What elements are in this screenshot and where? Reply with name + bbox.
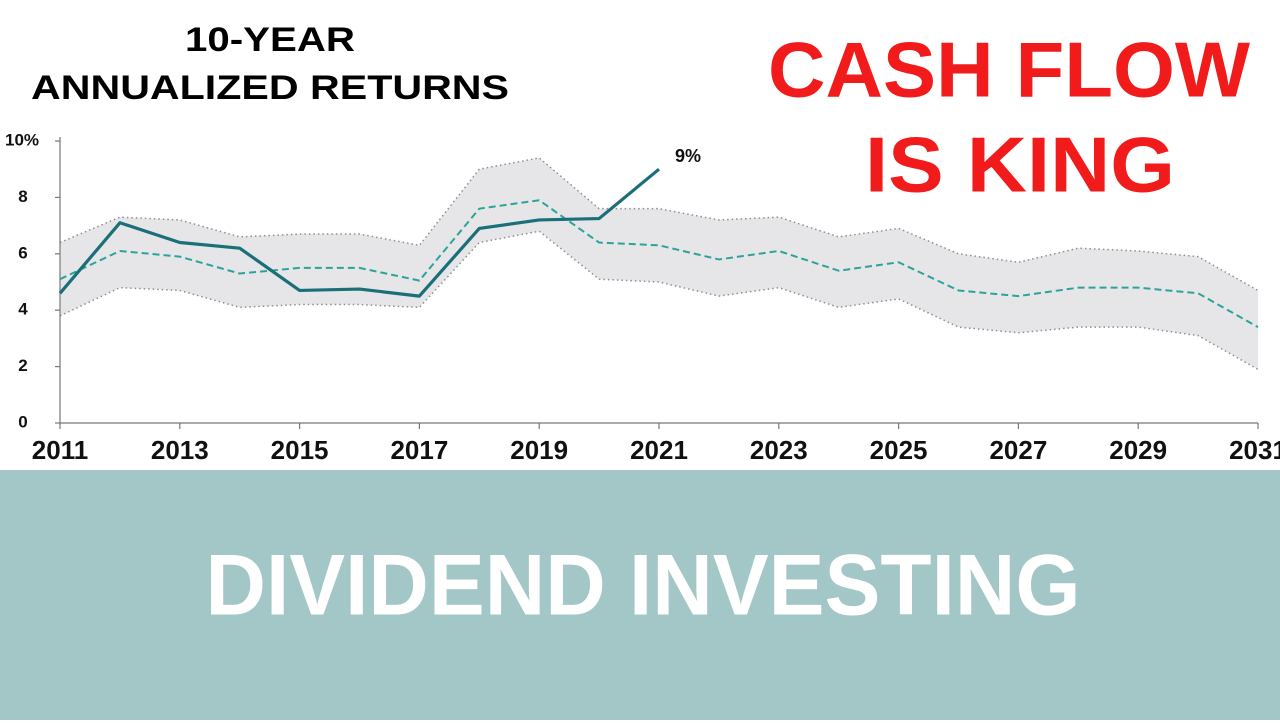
banner-background xyxy=(0,470,1280,720)
series-line xyxy=(59,199,1259,328)
x-tick-label: 2031 xyxy=(1229,435,1280,465)
y-tick-label: 0 xyxy=(18,412,27,431)
band-edge xyxy=(59,230,1259,371)
y-tick-label: 6 xyxy=(18,243,27,262)
chart: 0 2 4 6 8 10% 2011 2013 2015 2017 2019 2021 2023 2025… xyxy=(5,130,1280,464)
headline: CASH FLOW xyxy=(768,26,1250,114)
x-tick-label: 2023 xyxy=(750,435,808,465)
y-tick-label: 10% xyxy=(5,130,39,149)
y-tick-label: 8 xyxy=(18,187,27,206)
x-tick-label: 2011 xyxy=(32,435,88,465)
range-band xyxy=(60,157,1258,370)
band-edge xyxy=(59,157,1259,292)
series-line xyxy=(58,167,661,298)
x-tick-label: 2021 xyxy=(630,435,688,465)
x-tick-label: 2027 xyxy=(989,435,1047,465)
y-tick-label: 2 xyxy=(18,356,27,375)
x-tick-label: 2015 xyxy=(271,435,329,465)
y-tick-label: 4 xyxy=(18,300,28,319)
x-tick-label: 2029 xyxy=(1109,435,1167,465)
headline: IS KING xyxy=(865,121,1175,209)
x-tick-label: 2019 xyxy=(510,435,568,465)
annotation: 9% xyxy=(675,146,701,166)
x-tick-label: 2025 xyxy=(870,435,928,465)
banner-text: DIVIDEND INVESTING xyxy=(206,538,1081,634)
x-tick-label: 2013 xyxy=(151,435,209,465)
x-tick-label: 2017 xyxy=(390,435,448,465)
chart-title: 10-YEAR xyxy=(185,21,355,59)
chart-title: ANNUALIZED RETURNS xyxy=(31,69,509,107)
